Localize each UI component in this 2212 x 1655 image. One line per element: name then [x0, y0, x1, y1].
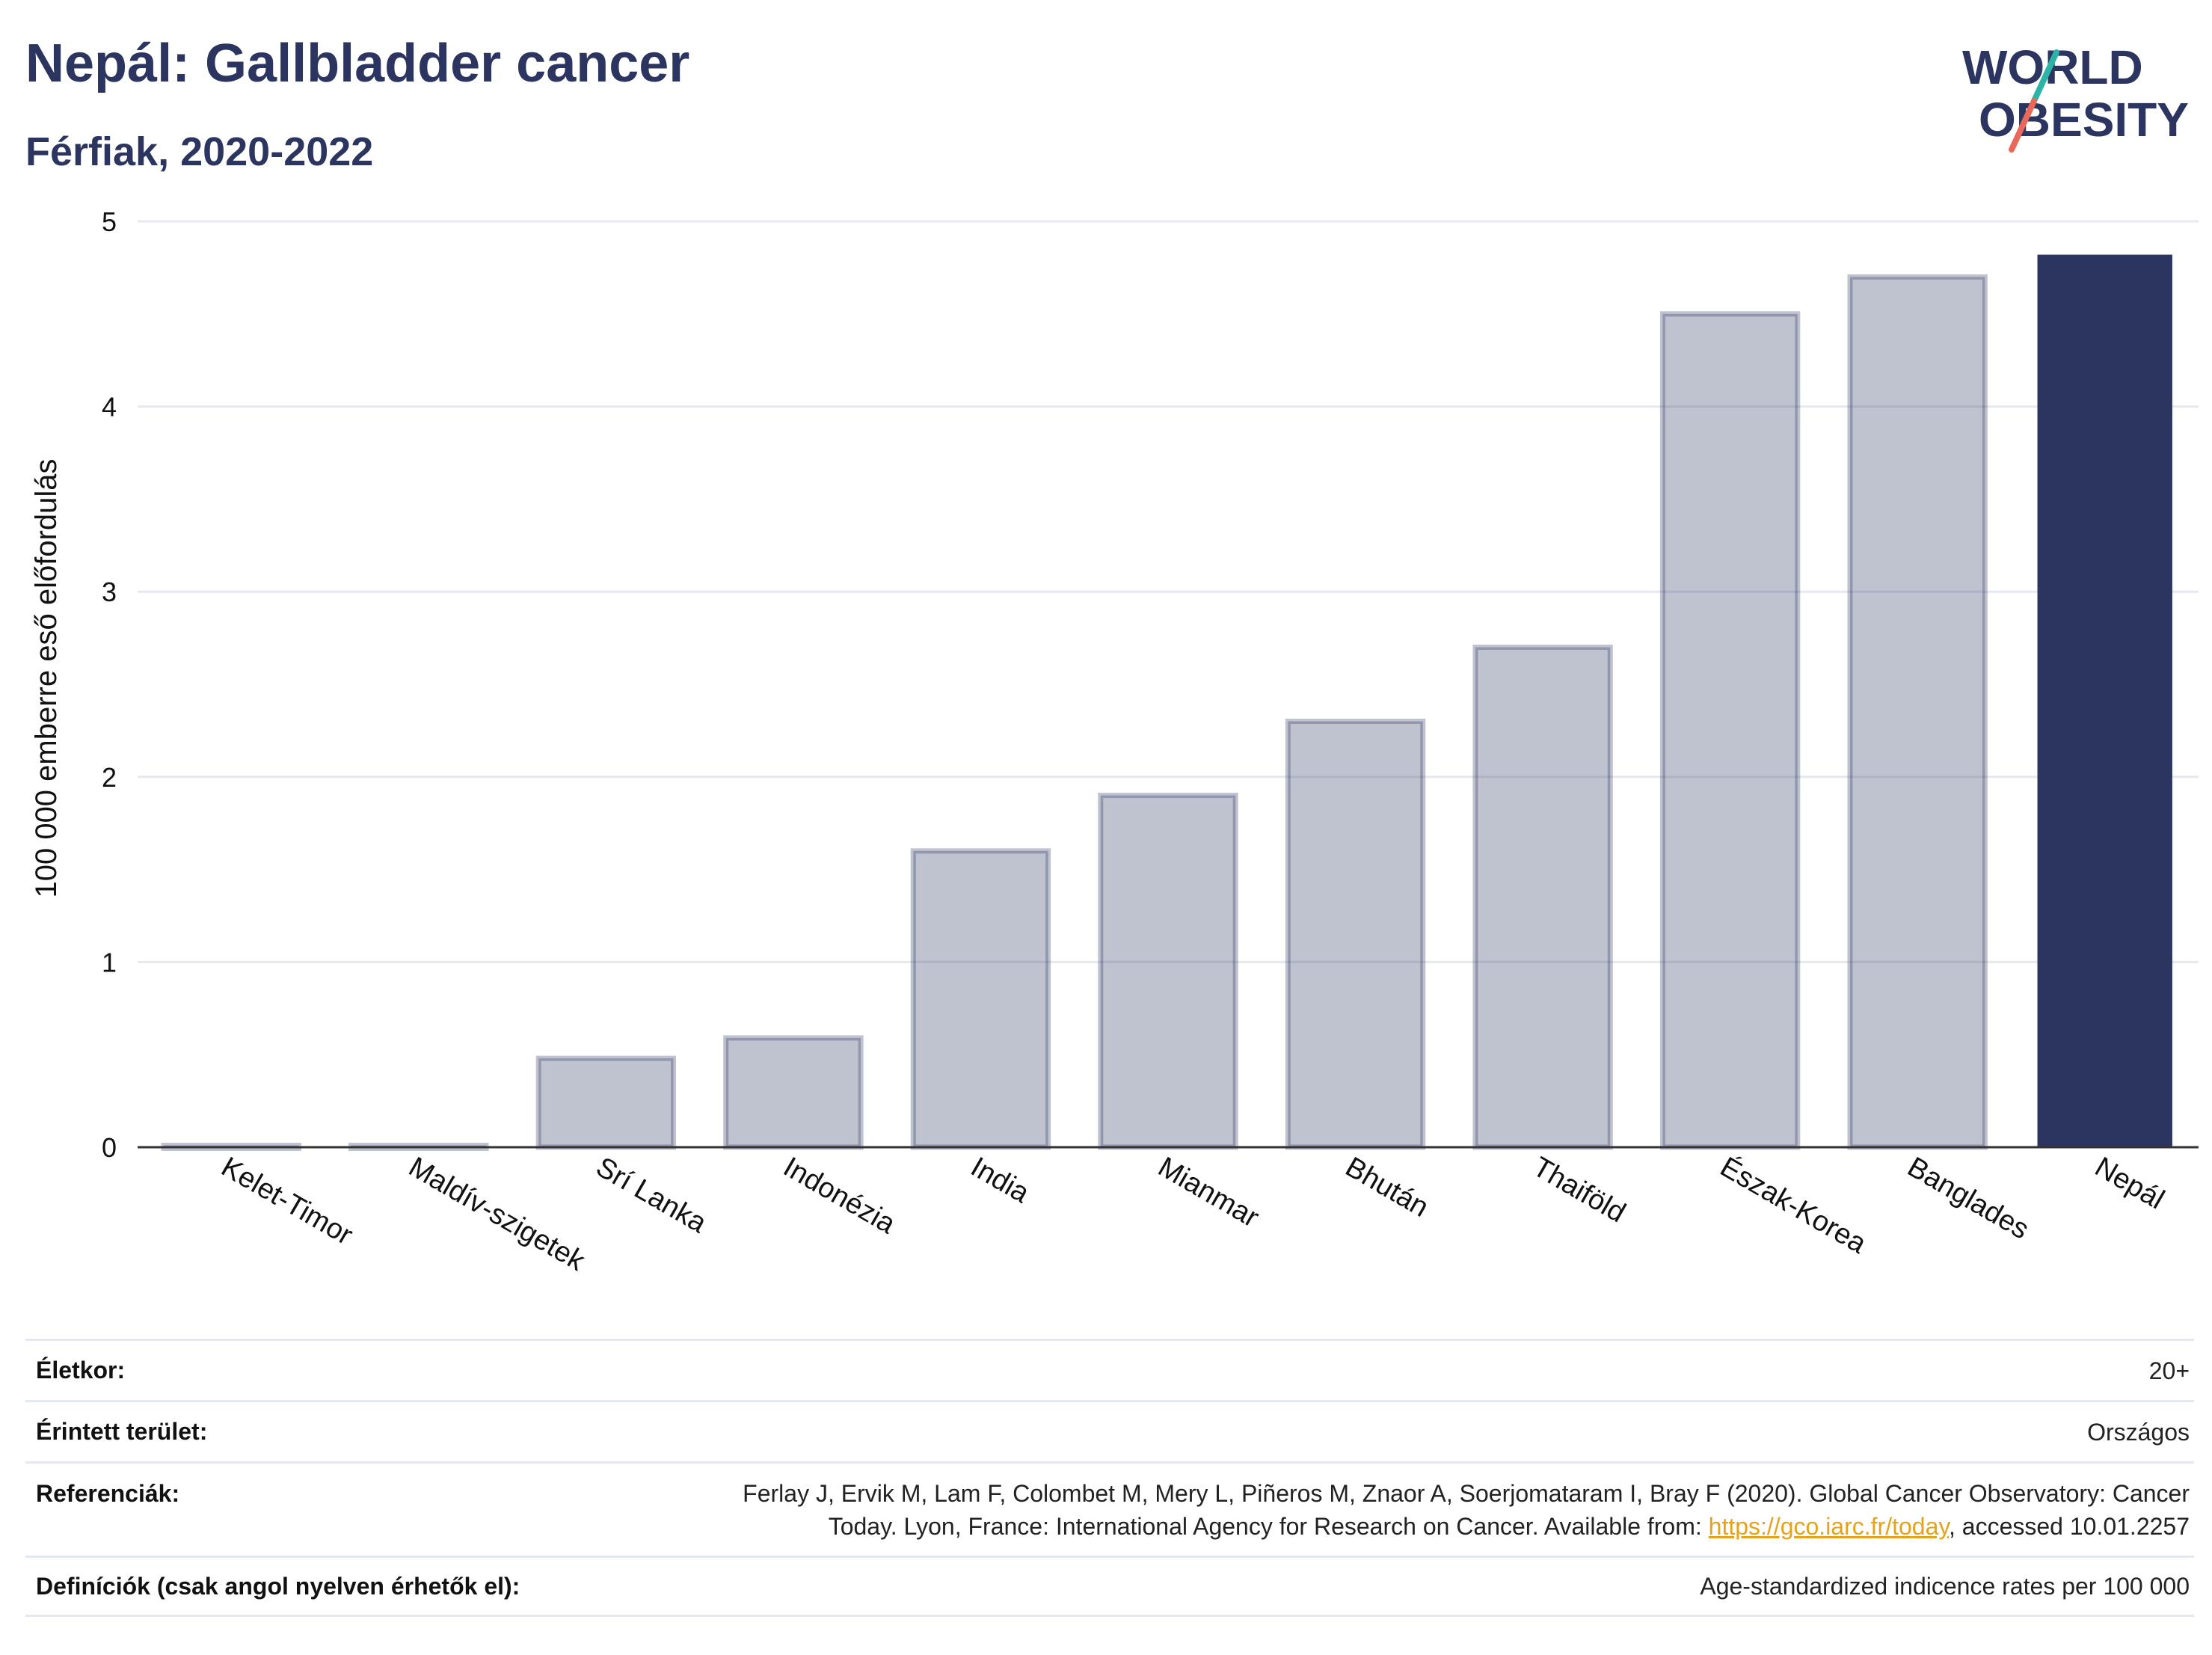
- metadata-table: Életkor: 20+ Érintett terület: Országos …: [25, 1339, 2194, 1617]
- page-subtitle: Férfiak, 2020-2022: [25, 129, 374, 174]
- meta-row-area: Érintett terület: Országos: [25, 1400, 2194, 1461]
- x-tick-label: Kelet-Timor: [216, 1151, 358, 1251]
- defs-value: Age-standardized indicence rates per 100…: [1700, 1573, 2190, 1600]
- y-tick-label: 3: [102, 577, 117, 607]
- refs-link[interactable]: https://gco.iarc.fr/today: [1708, 1513, 1949, 1540]
- logo-line2: OBESITY: [1979, 93, 2189, 147]
- x-tick-label: Észak-Korea: [1715, 1151, 1872, 1260]
- bar-6: [1285, 719, 1426, 1150]
- x-tick-labels: Kelet-Timor Maldív-szigetek Srí Lanka Indon…: [216, 1151, 2169, 1278]
- bar-chart: 0 1 2 3 4 5 Kelet-Timor Maldív-szigetek Srí Lan…: [30, 206, 2199, 1278]
- logo-slash-top: [2031, 49, 2059, 104]
- y-tick-label: 5: [102, 206, 117, 237]
- refs-value: Ferlay J, Ervik M, Lam F, Colombet M, Me…: [743, 1477, 2194, 1543]
- y-axis-label: 100 000 emberre eső előfordulás: [30, 458, 63, 897]
- defs-label: Definíciók (csak angol nyelven érhetők e…: [36, 1572, 520, 1600]
- bar-7: [1472, 644, 1613, 1150]
- y-tick-label: 2: [102, 762, 117, 793]
- bars: [161, 254, 2172, 1152]
- meta-row-refs: Referenciák: Ferlay J, Ervik M, Lam F, C…: [25, 1461, 2194, 1556]
- x-tick-label: Thaiföld: [1528, 1151, 1631, 1229]
- y-tick-label: 0: [102, 1132, 117, 1163]
- grid-lines: [138, 220, 2199, 963]
- world-obesity-logo: WORLD OBESITY: [1962, 40, 2189, 153]
- age-label: Életkor:: [36, 1357, 126, 1384]
- refs-label: Referenciák:: [36, 1480, 180, 1507]
- x-tick-label: Banglades: [1902, 1151, 2035, 1245]
- bar-8: [1659, 311, 1801, 1150]
- page-title: Nepál: Gallbladder cancer: [25, 34, 690, 93]
- x-tick-label: India: [965, 1151, 1035, 1209]
- area-label: Érintett terület:: [36, 1418, 208, 1445]
- bar-9: [1847, 274, 1988, 1150]
- refs-line2-after: , accessed 10.01.2257: [1948, 1513, 2190, 1540]
- y-tick-label: 4: [102, 392, 117, 423]
- bar-3: [723, 1035, 864, 1150]
- refs-line1: Ferlay J, Ervik M, Lam F, Colombet M, Me…: [743, 1480, 2190, 1507]
- x-tick-label: Srí Lanka: [591, 1151, 713, 1239]
- area-value: Országos: [2087, 1418, 2190, 1446]
- refs-line2-before: Today. Lyon, France: International Agenc…: [828, 1513, 1709, 1540]
- x-tick-label: Nepál: [2089, 1151, 2169, 1215]
- meta-row-defs: Definíciók (csak angol nyelven érhetők e…: [25, 1556, 2194, 1617]
- y-tick-labels: 0 1 2 3 4 5: [102, 206, 117, 1163]
- bar-4: [910, 848, 1051, 1150]
- y-tick-label: 1: [102, 947, 117, 977]
- meta-row-age: Életkor: 20+: [25, 1339, 2194, 1400]
- x-tick-label: Mianmar: [1153, 1151, 1265, 1233]
- x-tick-label: Bhután: [1340, 1151, 1434, 1223]
- logo-slash-bottom: [2009, 98, 2037, 153]
- x-tick-label: Indonézia: [778, 1151, 900, 1240]
- bar-10: [2037, 254, 2172, 1147]
- bar-2: [535, 1055, 677, 1150]
- age-value: 20+: [2148, 1357, 2190, 1384]
- bar-5: [1098, 793, 1238, 1150]
- x-tick-label: Maldív-szigetek: [403, 1151, 590, 1277]
